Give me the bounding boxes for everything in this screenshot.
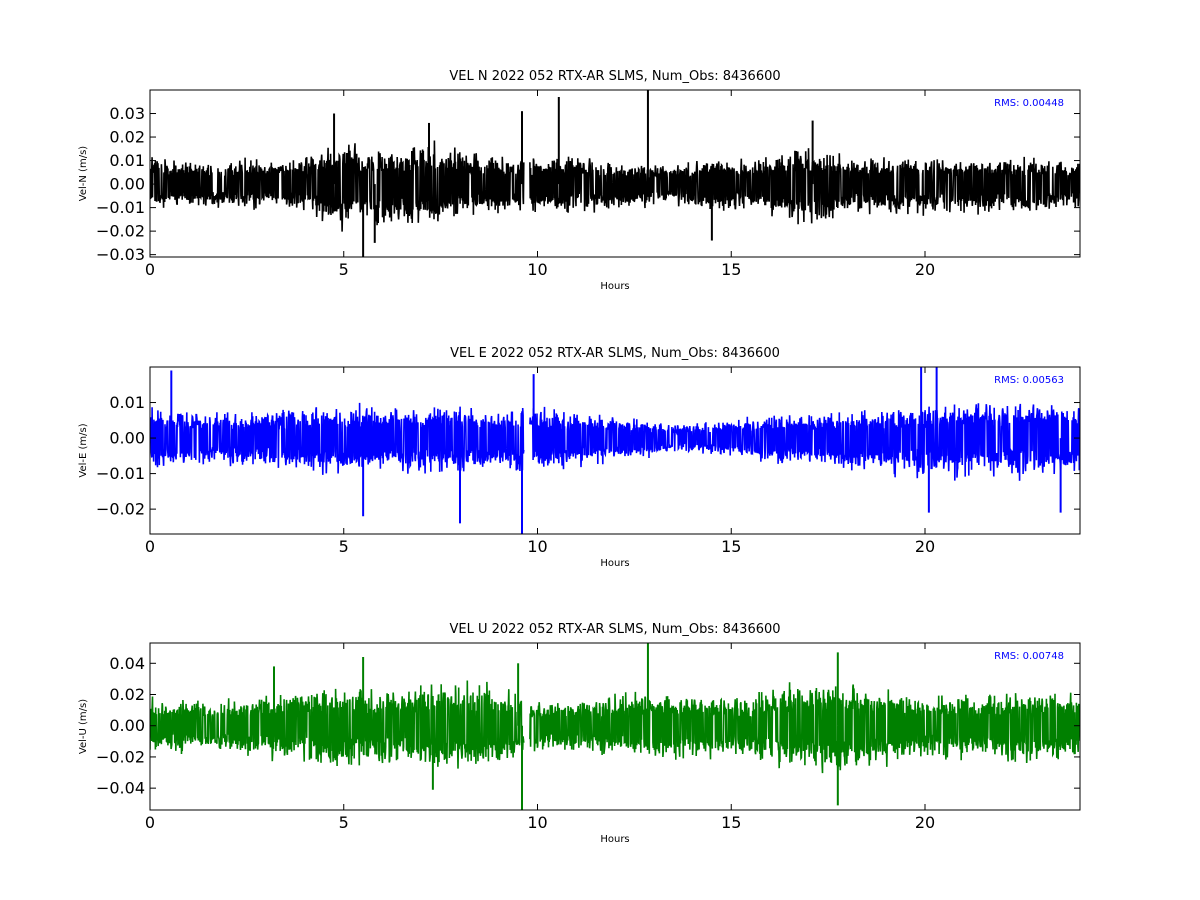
rms-label: RMS: 0.00563 <box>994 375 1064 386</box>
y-tick-label: 0.04 <box>109 654 145 673</box>
axes-frame <box>149 366 1081 535</box>
y-axis-label: Vel-E (m/s) <box>78 423 89 477</box>
panel-0: 0 5 10 15 20 −0.03 −0.02 −0.01 0.00 0.01 0.02 0.03 V… <box>78 69 1081 292</box>
x-tick-label: 0 <box>145 813 155 832</box>
x-tick-label: 20 <box>915 260 935 279</box>
axes-frame <box>149 89 1081 258</box>
y-tick-label: 0.00 <box>109 429 145 448</box>
x-tick-label: 0 <box>145 537 155 556</box>
chart-title: VEL N 2022 052 RTX-AR SLMS, Num_Obs: 843… <box>449 69 780 84</box>
rms-label: RMS: 0.00748 <box>994 651 1064 662</box>
axes-frame <box>149 642 1081 811</box>
series-trace <box>150 140 1080 232</box>
x-tick-label: 15 <box>721 537 741 556</box>
y-tick-label: −0.01 <box>96 198 145 217</box>
y-tick-label: −0.02 <box>96 747 145 766</box>
y-axis-label: Vel-N (m/s) <box>78 146 89 201</box>
x-axis-label: Hours <box>600 558 629 569</box>
y-axis-label: Vel-U (m/s) <box>78 699 89 754</box>
chart-title: VEL U 2022 052 RTX-AR SLMS, Num_Obs: 843… <box>449 622 780 637</box>
y-tick-label: 0.03 <box>109 104 145 123</box>
chart-title: VEL E 2022 052 RTX-AR SLMS, Num_Obs: 843… <box>450 346 780 361</box>
x-tick-label: 15 <box>721 813 741 832</box>
y-tick-label: 0.01 <box>109 393 145 412</box>
x-tick-label: 20 <box>915 537 935 556</box>
y-tick-label: 0.01 <box>109 151 145 170</box>
y-tick-label: 0.02 <box>109 128 145 147</box>
y-tick-label: −0.02 <box>96 222 145 241</box>
panel-1: 0 5 10 15 20 −0.02 −0.01 0.00 0.01 VEL E 2022 052… <box>78 346 1081 569</box>
x-tick-label: 5 <box>339 537 349 556</box>
x-tick-label: 20 <box>915 813 935 832</box>
x-axis-label: Hours <box>600 281 629 292</box>
x-tick-label: 5 <box>339 260 349 279</box>
y-tick-label: 0.02 <box>109 685 145 704</box>
rms-label: RMS: 0.00448 <box>994 98 1064 109</box>
y-tick-label: 0.00 <box>109 175 145 194</box>
x-tick-label: 10 <box>527 537 547 556</box>
x-axis-label: Hours <box>600 834 629 845</box>
panel-2: 0 5 10 15 20 −0.04 −0.02 0.00 0.02 0.04 VEL U 2022… <box>78 622 1081 845</box>
y-tick-label: 0.00 <box>109 716 145 735</box>
x-tick-label: 10 <box>527 260 547 279</box>
series-trace <box>150 402 1080 481</box>
y-tick-label: −0.04 <box>96 779 145 798</box>
y-tick-label: −0.02 <box>96 500 145 519</box>
x-tick-label: 10 <box>527 813 547 832</box>
series-trace <box>150 680 1080 774</box>
x-tick-label: 15 <box>721 260 741 279</box>
y-tick-label: −0.03 <box>96 245 145 264</box>
x-tick-label: 5 <box>339 813 349 832</box>
x-tick-label: 0 <box>145 260 155 279</box>
y-tick-label: −0.01 <box>96 464 145 483</box>
